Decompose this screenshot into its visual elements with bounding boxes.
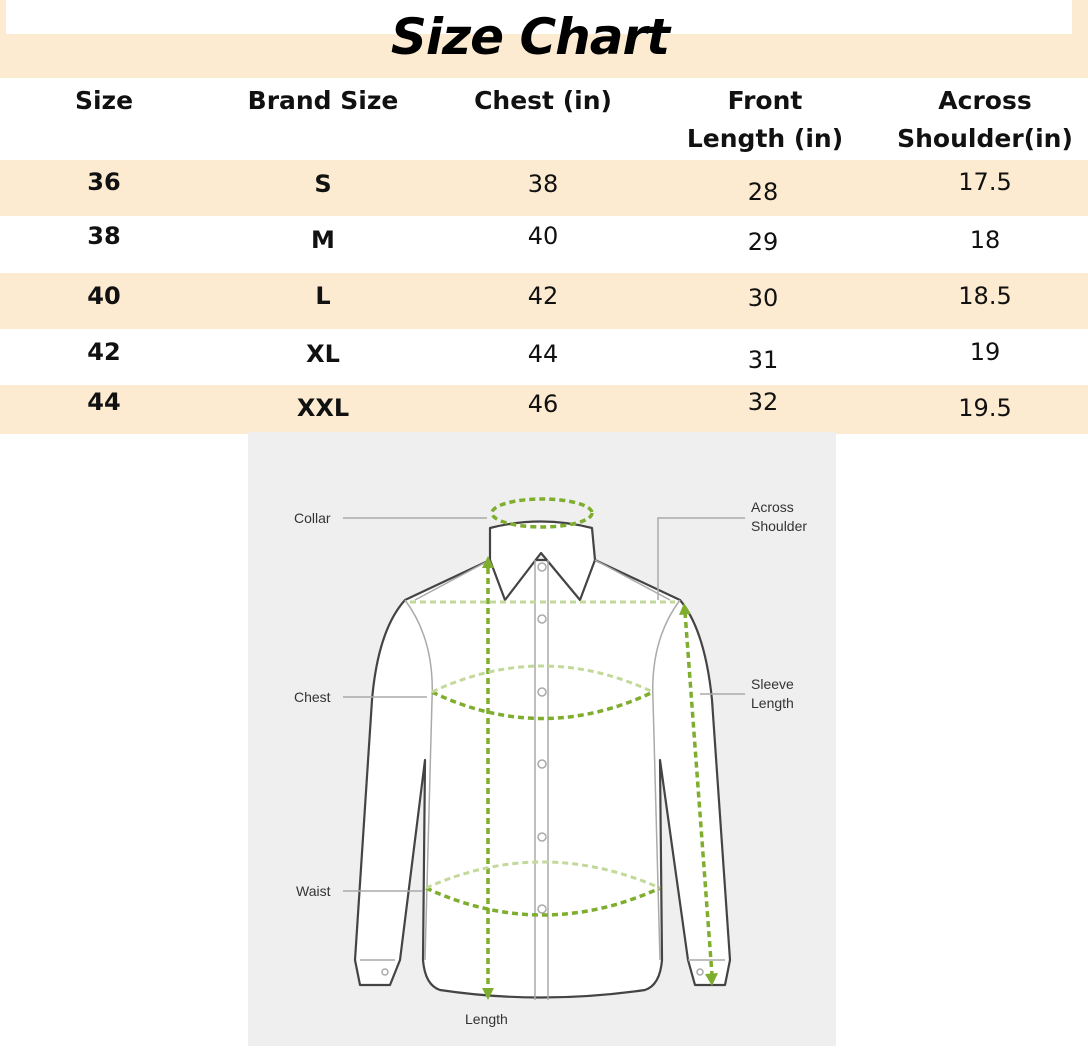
header-brand-size: Brand Size [247,86,399,115]
label-chest: Chest [294,689,331,705]
cell-size: 42 [87,338,121,366]
cell-across-shoulder: 18 [969,226,1001,254]
cell-size: 40 [87,282,121,310]
cell-front-length: 28 [747,178,779,206]
sleeve-measure [683,611,714,976]
cell-chest: 46 [527,390,559,418]
waist-measure-front [425,886,661,917]
cell-brand-size: XL [306,340,340,368]
cell-size: 36 [87,168,121,196]
shirt-body [353,558,732,999]
label-waist: Waist [296,883,331,899]
cell-size: 38 [87,222,121,250]
cell-chest: 38 [527,170,559,198]
row-band-1 [0,160,1088,216]
arrow-down-icon [705,973,718,986]
cell-chest: 40 [527,222,559,250]
shirt-measurement-diagram: Collar Across Shoulder Chest Sleeve Leng… [248,432,836,1046]
cell-brand-size: S [314,170,332,198]
label-across-shoulder: Across Shoulder [751,499,808,534]
header-size: Size [74,86,134,115]
cell-across-shoulder: 17.5 [958,168,1012,196]
cell-size: 44 [87,388,121,416]
collar-measure [490,497,594,529]
cell-chest: 44 [527,340,559,368]
arrow-up-icon [482,556,494,568]
chest-measure-front [431,690,654,721]
arrow-down-icon [482,988,494,1000]
header-chest: Chest (in) [474,86,612,115]
header-across-shoulder: Across Shoulder(in) [897,86,1073,153]
cell-chest: 42 [527,282,559,310]
page-title: Size Chart [390,8,670,66]
label-length: Length [465,1011,508,1027]
cell-brand-size: L [315,282,331,310]
title-top-strip [6,0,1072,34]
cell-front-length: 32 [747,388,779,416]
cell-front-length: 31 [747,346,779,374]
cell-brand-size: M [311,226,335,254]
cell-front-length: 30 [747,284,779,312]
arrow-up-icon [679,603,691,615]
cell-across-shoulder: 19 [969,338,1001,366]
cell-across-shoulder: 19.5 [958,394,1012,422]
cell-front-length: 29 [747,228,779,256]
cell-across-shoulder: 18.5 [958,282,1012,310]
row-band-3 [0,273,1088,329]
shirt-illustration [343,497,745,1000]
label-collar: Collar [294,510,331,526]
cell-brand-size: XXL [296,394,350,422]
label-sleeve-length: Sleeve Length [751,676,794,711]
header-front-length: Front Length (in) [686,86,844,153]
row-band-5 [0,385,1088,434]
